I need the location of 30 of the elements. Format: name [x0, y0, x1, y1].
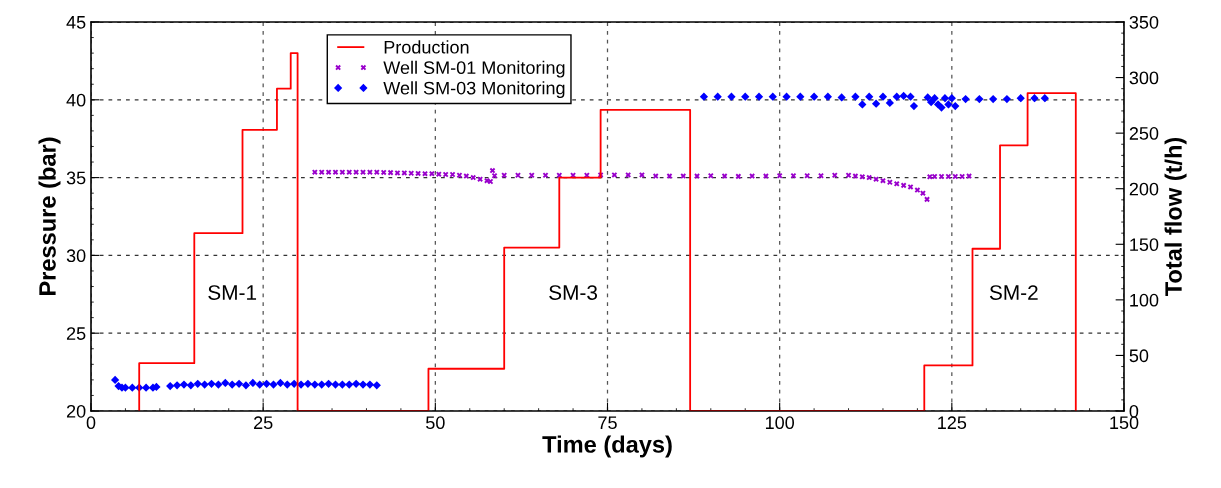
y-tick-label: 35 [66, 171, 86, 185]
x-tick-label: 100 [765, 416, 795, 430]
annotation: SM-3 [549, 285, 598, 300]
x-tick-label: 150 [1110, 416, 1139, 430]
y2-tick-label: 250 [1129, 127, 1159, 140]
x-tick-label: 75 [598, 416, 617, 430]
y2-tick-label: 0 [1129, 404, 1139, 418]
x-tick-label: 125 [938, 416, 967, 430]
y2-tick-label: 300 [1129, 71, 1159, 85]
y-axis-title: Pressure (bar) [38, 137, 61, 295]
y2-tick-label: 100 [1130, 293, 1159, 307]
y2-tick-label: 150 [1130, 238, 1159, 252]
y2-tick-label: 200 [1129, 182, 1159, 196]
y-tick-label: 25 [66, 327, 86, 340]
y-tick-label: 40 [66, 93, 86, 107]
legend-label: Well SM-01 Monitoring [383, 60, 565, 78]
annotation: SM-2 [989, 285, 1038, 300]
y2-tick-label: 50 [1129, 349, 1149, 363]
x-tick-label: 25 [254, 416, 273, 430]
legend-label: Production [384, 40, 469, 54]
y-tick-label: 30 [66, 249, 86, 263]
annotation: SM-1 [208, 285, 257, 300]
x-tick-label: 0 [86, 416, 96, 430]
y-tick-label: 20 [66, 404, 86, 418]
x-tick-label: 50 [426, 416, 445, 430]
y2-axis-title: Total flow (t/h) [1164, 137, 1187, 297]
x-axis-title: Time (days) [542, 435, 672, 458]
y-tick-label: 45 [66, 16, 86, 29]
y2-tick-label: 350 [1129, 15, 1159, 29]
legend-label: Well SM-03 Monitoring [383, 81, 565, 99]
